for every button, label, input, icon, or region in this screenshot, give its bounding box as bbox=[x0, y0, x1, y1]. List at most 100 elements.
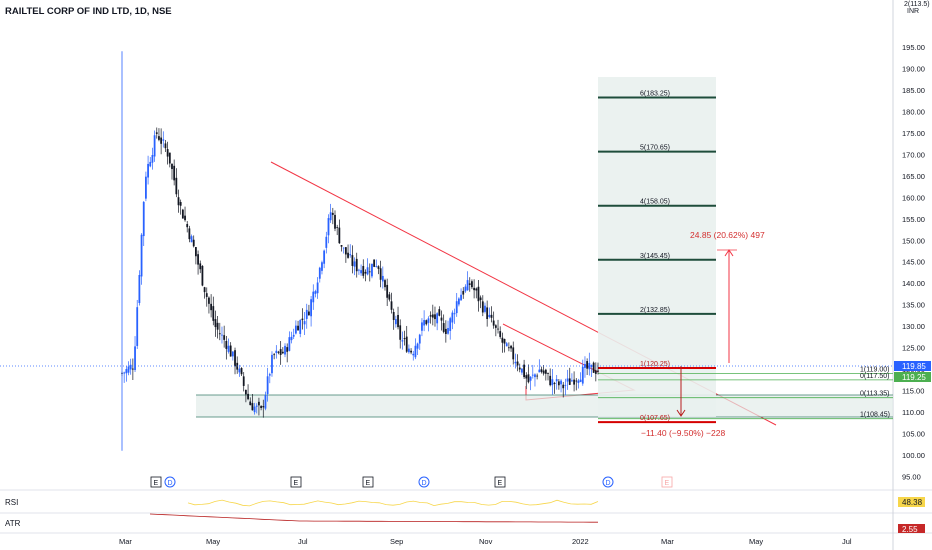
candle-body bbox=[308, 311, 310, 316]
candle-body bbox=[290, 336, 293, 341]
price-axis[interactable]: 195.00 190.00 185.00 180.00 175.00 170.00 165.… bbox=[902, 43, 925, 481]
earnings-marker-text: E bbox=[665, 480, 670, 487]
candle-body bbox=[340, 245, 343, 247]
time-tick-label: Mar bbox=[119, 537, 132, 546]
candle-body bbox=[249, 401, 252, 406]
candle-body bbox=[573, 379, 575, 385]
candle-body bbox=[571, 380, 573, 382]
candle-body bbox=[575, 380, 578, 382]
candle-body bbox=[327, 218, 330, 236]
candle-body bbox=[534, 374, 536, 378]
price-tick-label: 105.00 bbox=[902, 430, 925, 439]
time-tick-label: Nov bbox=[479, 537, 493, 546]
candle-body bbox=[460, 294, 462, 301]
measure-down-tool[interactable] bbox=[676, 366, 686, 417]
price-tick-label: 135.00 bbox=[902, 301, 925, 310]
earnings-marker-text: E bbox=[366, 480, 371, 487]
dividend-marker-icon[interactable] bbox=[602, 476, 614, 488]
candle-body bbox=[166, 149, 169, 157]
candle-body bbox=[462, 290, 465, 295]
candle-body bbox=[225, 340, 228, 349]
time-axis[interactable]: Mar May Jul Sep Nov 2022 Mar May Jul bbox=[119, 537, 852, 546]
candle-body bbox=[377, 266, 380, 269]
candle-body bbox=[371, 263, 373, 277]
earnings-marker-icon[interactable] bbox=[661, 476, 673, 488]
fib-level-label: 3(145.45) bbox=[640, 253, 670, 260]
dividend-marker-text: D bbox=[168, 480, 173, 487]
dividend-marker-icon[interactable] bbox=[164, 476, 176, 488]
earnings-marker-icon[interactable] bbox=[362, 476, 374, 488]
price-tick-label: 185.00 bbox=[902, 86, 925, 95]
time-tick-label: Jul bbox=[298, 537, 308, 546]
candle-body bbox=[440, 317, 443, 321]
price-tick-label: 160.00 bbox=[902, 193, 925, 202]
price-tick-label: 115.00 bbox=[902, 387, 924, 396]
candle-body bbox=[586, 361, 589, 369]
candle-body bbox=[336, 227, 339, 228]
fib-level-label: 6(183.25) bbox=[640, 90, 670, 97]
candle-body bbox=[527, 374, 530, 383]
candle-body bbox=[501, 337, 504, 343]
candle-body bbox=[216, 322, 219, 330]
candle-body bbox=[581, 366, 584, 384]
candle-body bbox=[164, 143, 167, 149]
candle-body bbox=[510, 345, 512, 349]
candle-body bbox=[125, 369, 128, 374]
candle-body bbox=[297, 325, 299, 331]
candle-body bbox=[497, 328, 499, 330]
fib-level-label: 2(132.85) bbox=[640, 307, 670, 314]
earnings-marker-text: E bbox=[498, 480, 503, 487]
candle-body bbox=[473, 287, 476, 291]
dividend-marker-text: D bbox=[422, 480, 427, 487]
price-tick-label: 100.00 bbox=[902, 451, 925, 460]
price-tick-label: 150.00 bbox=[902, 236, 925, 245]
candle-body bbox=[490, 314, 493, 318]
candle-body bbox=[562, 384, 565, 389]
candle-body bbox=[529, 376, 532, 381]
candle-body bbox=[131, 368, 134, 370]
candle-body bbox=[521, 368, 523, 373]
fib-extension-zone[interactable] bbox=[598, 77, 716, 417]
candle-body bbox=[338, 227, 341, 244]
candle-body bbox=[597, 370, 599, 372]
candle-body bbox=[323, 250, 326, 264]
candle-body bbox=[362, 266, 365, 276]
support-zone-box[interactable] bbox=[196, 394, 893, 418]
earnings-marker-icon[interactable] bbox=[494, 476, 506, 488]
candle-body bbox=[584, 363, 586, 368]
candle-body bbox=[162, 139, 165, 141]
candle-body bbox=[436, 313, 439, 324]
fib-level-label: 0(117.50) bbox=[860, 373, 889, 380]
candle-body bbox=[153, 135, 156, 157]
candle-body bbox=[397, 314, 399, 328]
price-tick-label: 155.00 bbox=[902, 215, 925, 224]
earnings-marker-icon[interactable] bbox=[290, 476, 302, 488]
candle-body bbox=[292, 334, 295, 337]
candle-body bbox=[329, 212, 332, 221]
candle-body bbox=[244, 389, 247, 395]
earnings-marker-icon[interactable] bbox=[150, 476, 162, 488]
atr-value-text: 2.55 bbox=[902, 525, 918, 534]
candle-body bbox=[251, 403, 254, 411]
candle-body bbox=[234, 350, 236, 367]
candle-body bbox=[464, 286, 467, 292]
candle-body bbox=[179, 202, 182, 206]
candle-body bbox=[553, 382, 556, 384]
measure-up-tool[interactable] bbox=[717, 249, 737, 363]
candle-body bbox=[231, 351, 234, 357]
dividend-marker-icon[interactable] bbox=[418, 476, 430, 488]
earnings-marker-text: E bbox=[154, 480, 159, 487]
candle-body bbox=[197, 254, 199, 265]
candle-body bbox=[503, 338, 506, 344]
candle-body bbox=[184, 215, 186, 221]
candle-body bbox=[181, 209, 184, 219]
candle-body bbox=[514, 361, 517, 364]
candle-body bbox=[477, 286, 480, 302]
candle-body bbox=[160, 137, 163, 144]
candle-body bbox=[342, 247, 345, 249]
candle-body bbox=[455, 301, 458, 314]
candle-body bbox=[268, 374, 271, 376]
price-tick-label: 145.00 bbox=[902, 258, 925, 267]
last-price-text: 119.85 bbox=[902, 362, 926, 371]
candle-body bbox=[566, 378, 569, 382]
